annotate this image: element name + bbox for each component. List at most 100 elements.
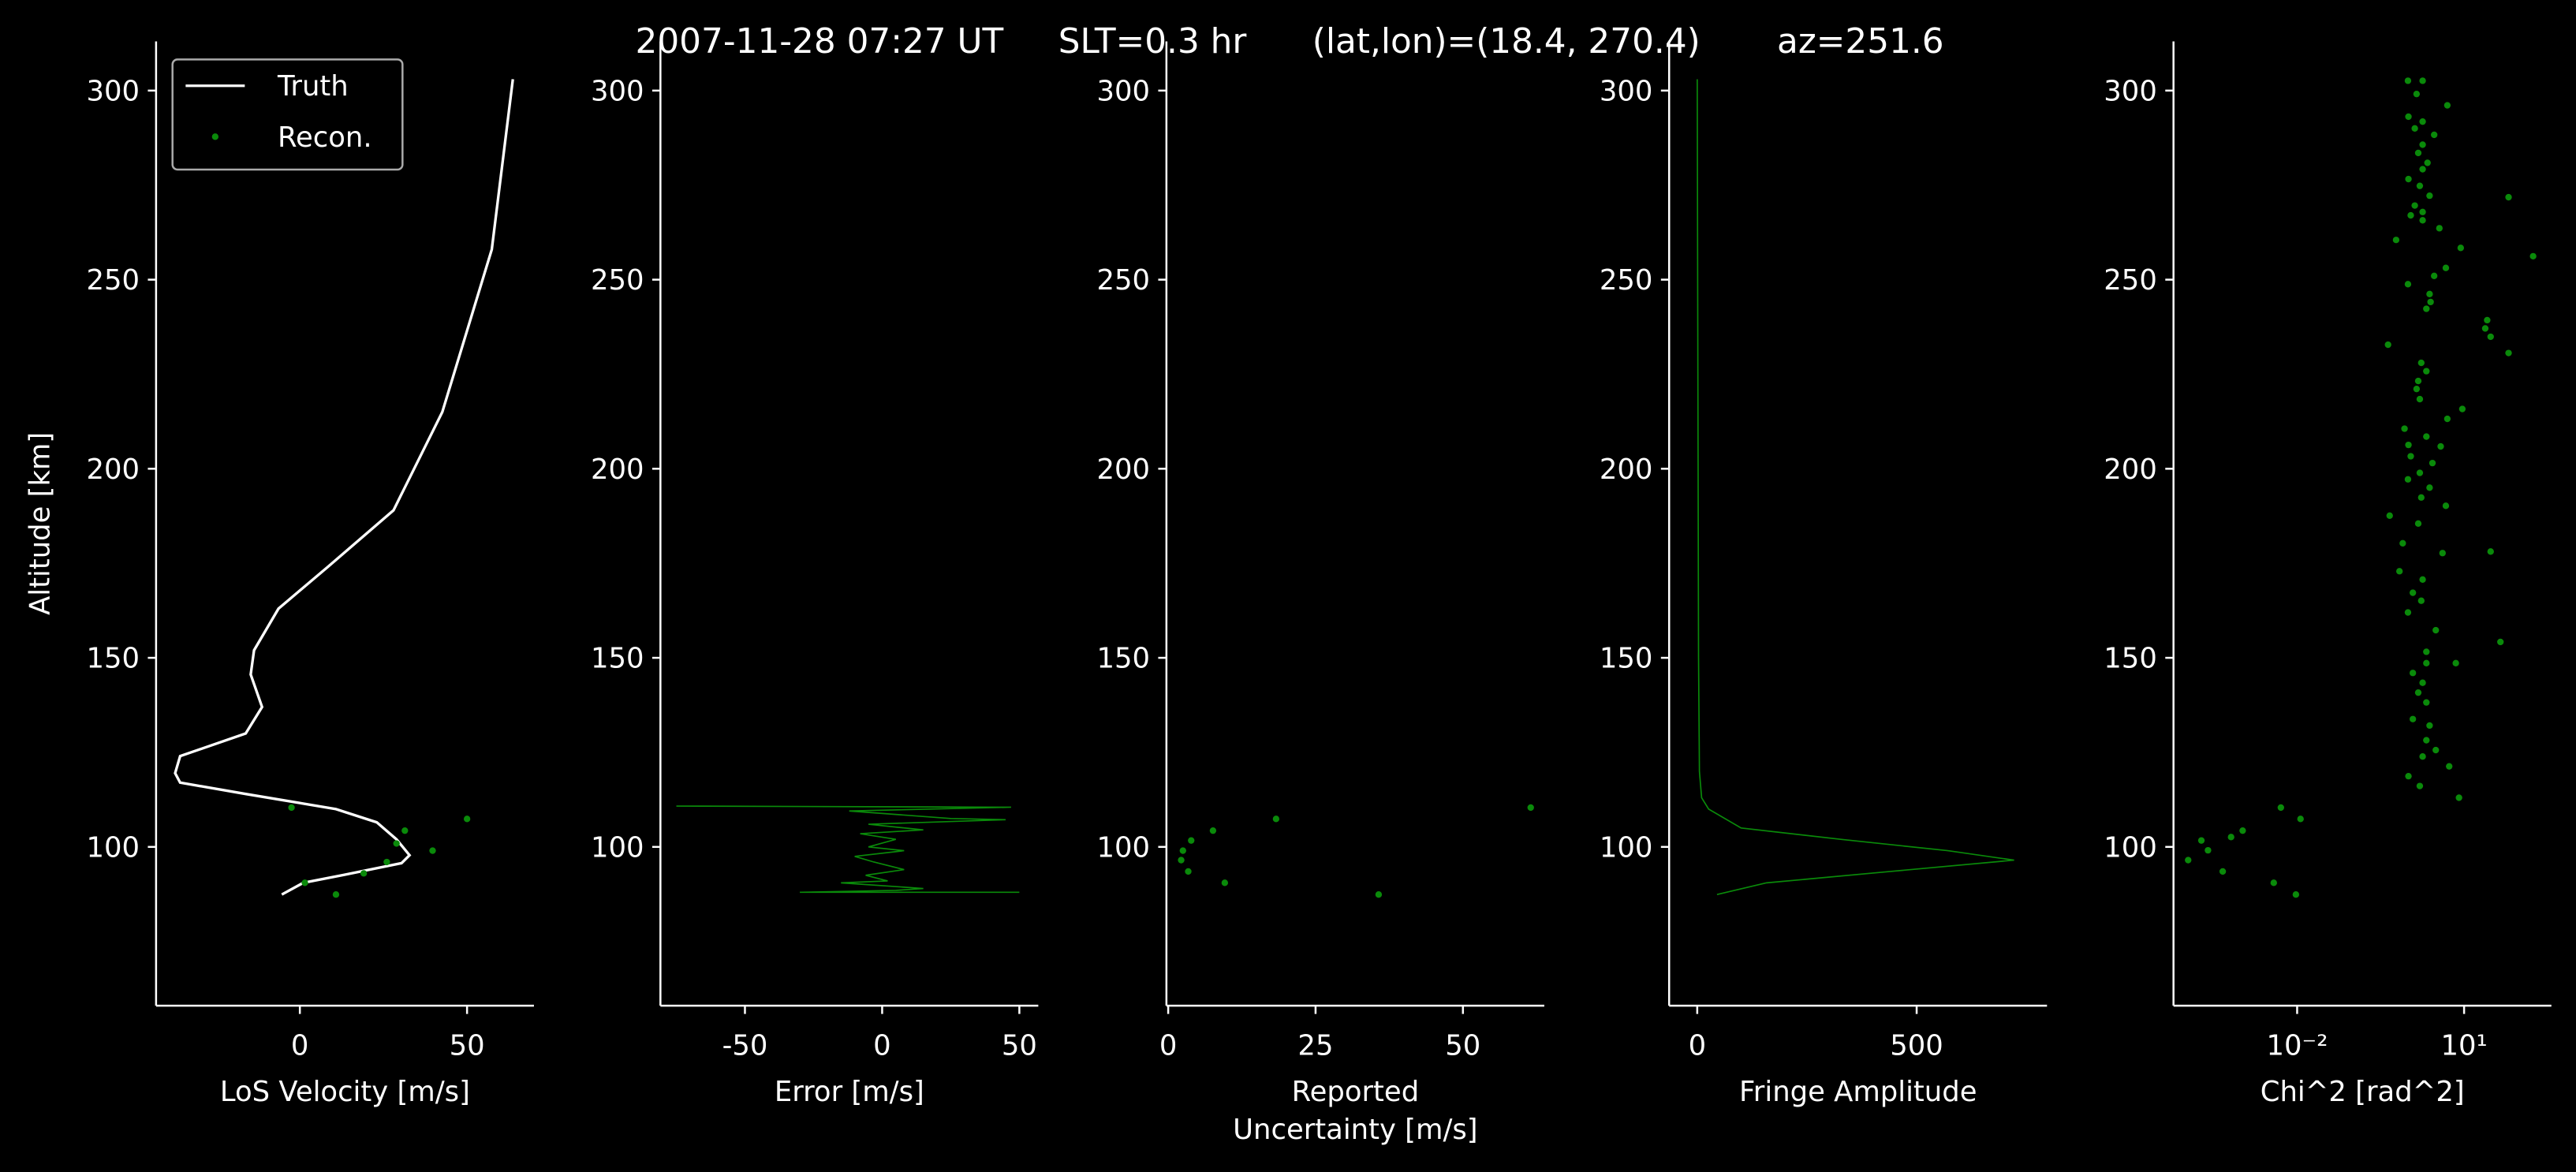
data-point — [2481, 325, 2489, 332]
data-point — [360, 870, 368, 877]
y-tick-label: 250 — [1600, 264, 1653, 297]
data-point — [2396, 568, 2403, 575]
data-point — [1209, 827, 1217, 834]
data-point — [2419, 576, 2426, 583]
data-point — [301, 879, 308, 886]
data-point — [2443, 415, 2451, 423]
data-point — [2423, 648, 2430, 655]
data-point — [2205, 846, 2212, 854]
data-point — [2219, 868, 2227, 875]
x-tick-label: 10⁻² — [2266, 1030, 2328, 1062]
y-tick-label: 200 — [1096, 453, 1150, 486]
x-tick-label: -50 — [722, 1030, 768, 1062]
data-point — [288, 804, 295, 812]
data-point — [2384, 341, 2391, 349]
data-point — [2405, 441, 2412, 449]
data-point — [2487, 333, 2494, 341]
data-point — [2227, 834, 2234, 841]
data-point — [1527, 804, 1534, 812]
data-point — [2437, 442, 2444, 450]
y-tick-label: 150 — [1600, 643, 1653, 675]
x-tick-label: 50 — [1002, 1030, 1037, 1062]
data-point — [2497, 638, 2504, 646]
y-tick-label: 150 — [2104, 643, 2157, 675]
data-point — [2405, 772, 2412, 780]
data-point — [2407, 453, 2414, 460]
data-point — [2432, 746, 2440, 754]
x-tick-label: 50 — [1445, 1030, 1480, 1062]
y-tick-label: 100 — [1600, 831, 1653, 864]
x-axis-label: LoS Velocity [m/s] — [220, 1076, 470, 1108]
data-point — [2414, 689, 2422, 696]
data-point — [2416, 182, 2424, 189]
y-tick-label: 250 — [591, 264, 644, 297]
data-point — [2442, 264, 2450, 271]
data-point — [2417, 359, 2425, 367]
data-point — [2416, 469, 2424, 476]
data-point — [383, 858, 390, 866]
y-tick-label: 250 — [2104, 264, 2157, 297]
data-point — [429, 847, 436, 854]
y-tick-label: 150 — [1096, 643, 1150, 675]
data-point — [2419, 166, 2426, 173]
x-tick-label: 500 — [1890, 1030, 1943, 1062]
data-point — [2297, 816, 2304, 823]
data-point — [2423, 699, 2430, 706]
data-line — [1697, 79, 2014, 896]
data-point — [2423, 433, 2430, 440]
data-point — [2411, 125, 2418, 132]
data-point — [2185, 857, 2192, 864]
data-point — [2431, 131, 2438, 139]
data-point — [2426, 290, 2433, 297]
x-tick-label: 0 — [1689, 1030, 1707, 1062]
data-point — [2505, 193, 2512, 201]
data-point — [1179, 847, 1186, 854]
data-point — [2413, 385, 2421, 393]
data-point — [463, 816, 471, 823]
data-point — [2404, 476, 2412, 483]
data-point — [2452, 659, 2459, 666]
data-point — [2411, 202, 2418, 209]
data-line — [174, 79, 514, 896]
y-axis-label: Altitude [km] — [24, 432, 56, 615]
data-point — [2414, 520, 2422, 528]
legend-label: Recon. — [278, 121, 372, 154]
x-axis-label: Fringe Amplitude — [1739, 1076, 1977, 1108]
data-point — [2404, 609, 2412, 616]
y-tick-label: 300 — [1600, 75, 1653, 107]
data-point — [2414, 149, 2422, 157]
data-point — [2417, 494, 2425, 501]
y-tick-label: 200 — [86, 453, 140, 486]
data-point — [2419, 118, 2426, 125]
x-tick-label: 25 — [1297, 1030, 1333, 1062]
data-point — [2424, 159, 2431, 166]
y-tick-label: 100 — [86, 831, 140, 864]
data-point — [2484, 316, 2491, 324]
data-point — [2423, 737, 2430, 744]
data-point — [2404, 281, 2412, 288]
data-point — [2426, 484, 2433, 491]
x-axis-label: Uncertainty [m/s] — [1233, 1114, 1477, 1146]
data-point — [2432, 626, 2440, 634]
data-point — [2505, 349, 2512, 356]
data-point — [393, 840, 400, 847]
data-point — [1188, 837, 1195, 844]
data-point — [2413, 90, 2421, 98]
data-point — [2529, 252, 2537, 260]
data-point — [2446, 763, 2453, 770]
x-tick-label: 50 — [450, 1030, 485, 1062]
data-point — [2427, 298, 2434, 306]
y-tick-label: 300 — [1096, 75, 1150, 107]
data-point — [2423, 305, 2430, 312]
data-point — [1375, 891, 1383, 898]
data-point — [2401, 425, 2408, 432]
y-tick-label: 100 — [591, 831, 644, 864]
y-tick-label: 250 — [1096, 264, 1150, 297]
data-point — [2409, 715, 2417, 722]
data-point — [332, 891, 340, 898]
data-point — [2431, 272, 2438, 279]
x-axis-label: Chi^2 [rad^2] — [2261, 1076, 2465, 1108]
data-point — [1272, 816, 1280, 823]
